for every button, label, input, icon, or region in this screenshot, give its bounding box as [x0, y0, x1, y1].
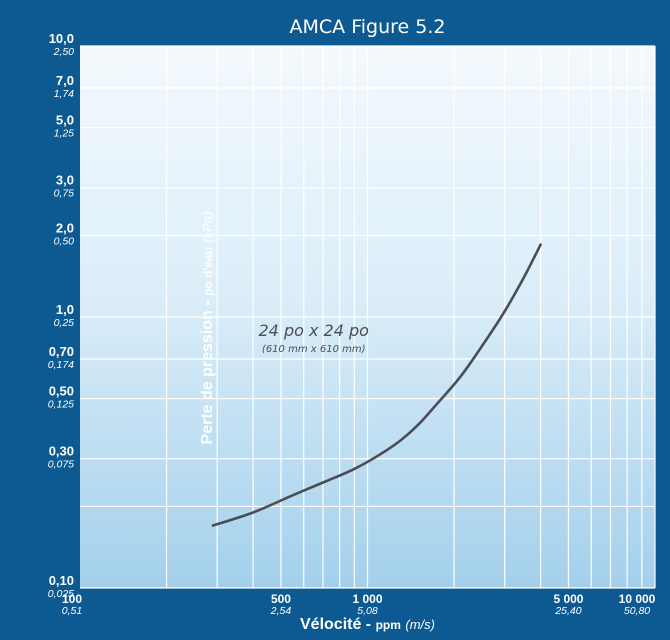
x-tick-label: 5 000	[553, 592, 583, 606]
y-axis-title-main: Perte de pression	[199, 310, 216, 445]
x-tick-label: 1 000	[352, 592, 382, 606]
y-tick-label: 1,0	[56, 302, 74, 317]
y-tick-label: 10,0	[49, 31, 74, 46]
x-tick-sublabel: 50,80	[624, 605, 650, 617]
x-tick-sublabel: 0,51	[62, 605, 82, 617]
x-axis-title-mid: ppm	[375, 618, 401, 632]
y-tick-label: 0,10	[49, 573, 74, 588]
series-layer	[211, 243, 542, 527]
tick-labels: 10,02,507,01,745,01,253,00,752,00,501,00…	[48, 31, 656, 617]
y-axis-title-unit: (kPa)	[200, 211, 215, 243]
y-axis-title-mid: po d'eau	[201, 247, 215, 296]
x-axis-title-unit: (m/s)	[405, 617, 435, 632]
y-tick-label: 2,0	[56, 220, 74, 235]
annotation-sublabel: (610 mm x 610 mm)	[262, 344, 366, 355]
y-tick-sublabel: 0,75	[54, 188, 75, 200]
x-tick-sublabel: 5,08	[357, 605, 378, 617]
x-axis-title-sep: -	[361, 616, 376, 633]
x-tick-sublabel: 2,54	[270, 605, 292, 617]
y-tick-sublabel: 0,125	[48, 399, 74, 411]
y-tick-sublabel: 0,025	[48, 588, 74, 600]
y-tick-sublabel: 0,075	[48, 459, 74, 471]
x-axis-title-main: Vélocité	[300, 616, 362, 633]
chart-title: AMCA Figure 5.2	[289, 16, 446, 38]
y-tick-sublabel: 1,74	[54, 88, 75, 100]
series-line	[211, 243, 542, 527]
x-tick-label: 10 000	[619, 592, 656, 606]
y-tick-label: 0,30	[49, 444, 74, 459]
x-tick-label: 100	[62, 592, 82, 606]
annotation-label: 24 po x 24 po	[259, 321, 370, 340]
y-tick-sublabel: 0,25	[54, 317, 75, 329]
x-tick-sublabel: 25,40	[554, 605, 581, 617]
x-axis-title: Vélocité - ppm (m/s)	[80, 616, 655, 634]
y-tick-sublabel: 0,174	[48, 359, 74, 371]
y-tick-sublabel: 2,50	[53, 46, 75, 58]
y-tick-label: 5,0	[56, 113, 74, 128]
y-axis-title-sep: -	[199, 295, 216, 311]
x-tick-label: 500	[271, 592, 291, 606]
y-tick-label: 0,50	[49, 384, 74, 399]
y-tick-label: 3,0	[56, 173, 74, 188]
y-tick-label: 0,70	[49, 344, 74, 359]
grid-lines	[80, 45, 656, 589]
y-tick-sublabel: 0,50	[54, 235, 75, 247]
y-tick-label: 7,0	[56, 73, 74, 88]
y-tick-sublabel: 1,25	[54, 128, 75, 140]
y-axis-title: Perte de pression - po d'eau (kPa)	[198, 138, 218, 518]
annotation-layer: 24 po x 24 po (610 mm x 610 mm)	[259, 321, 370, 355]
